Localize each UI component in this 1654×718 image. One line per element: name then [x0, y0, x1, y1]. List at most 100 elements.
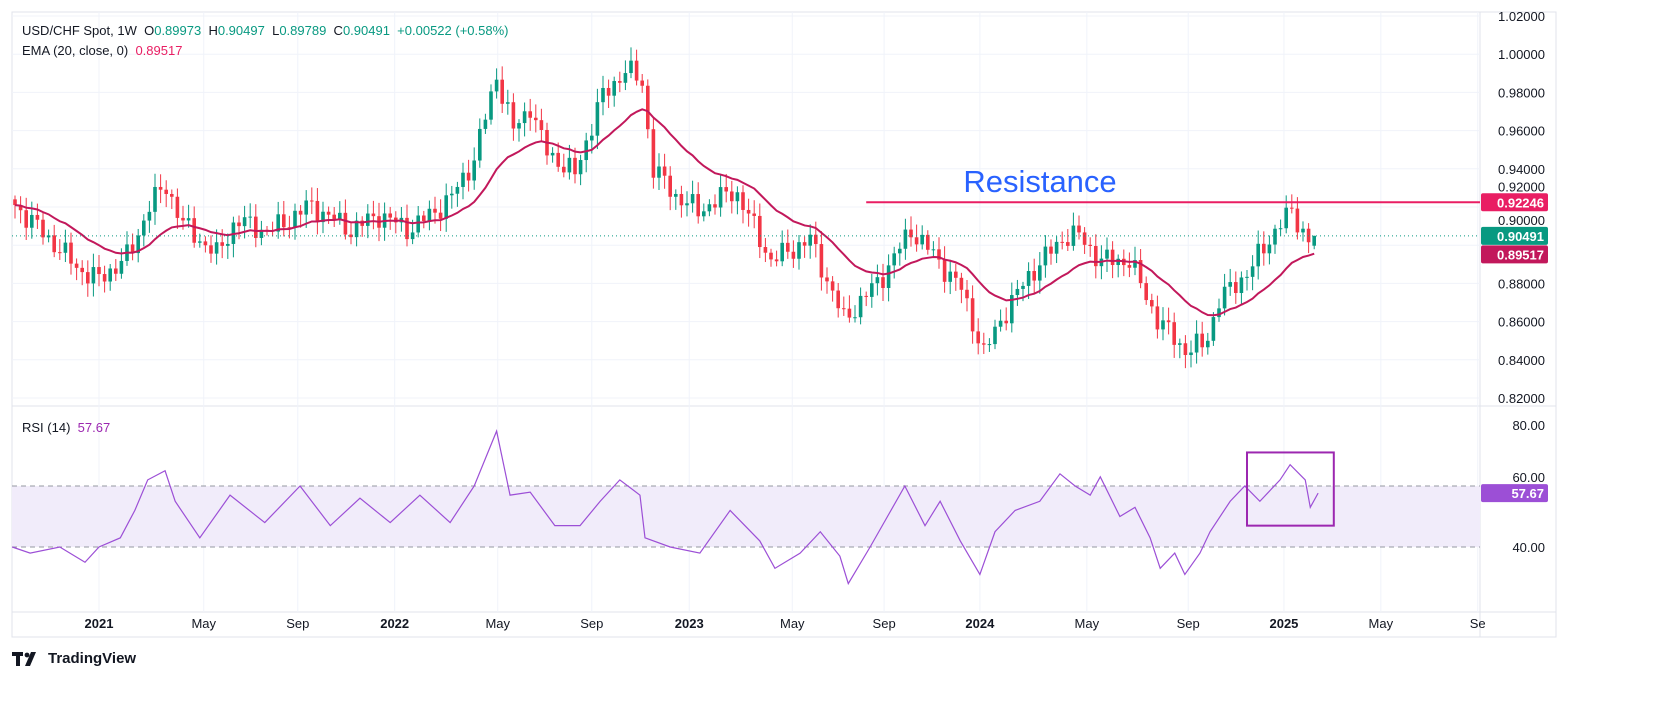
candle-body	[416, 215, 420, 233]
candle-body	[578, 160, 583, 175]
candle-body	[718, 187, 723, 208]
x-tick-label: 2023	[675, 616, 704, 631]
price-tag-label: 0.92246	[1497, 195, 1544, 210]
candle-body	[438, 212, 443, 219]
candle-body	[1183, 343, 1188, 356]
rsi-tick-label: 60.00	[1512, 470, 1545, 485]
price-tick-label: 0.88000	[1498, 276, 1545, 291]
close-value: 0.90491	[342, 23, 390, 38]
rsi-label: RSI (14)	[22, 420, 71, 435]
price-tick-label: 0.84000	[1498, 353, 1545, 368]
candle-body	[1234, 282, 1238, 294]
candle-body	[304, 200, 308, 215]
candle-body	[388, 213, 392, 218]
candles	[13, 47, 1316, 369]
x-tick-label: May	[780, 616, 805, 631]
candle-body	[875, 277, 880, 284]
candle-body	[898, 248, 902, 254]
rsi-band	[12, 486, 1480, 547]
price-tick-label: 0.94000	[1498, 162, 1545, 177]
candle-body	[198, 241, 202, 243]
price-tick-label: 0.96000	[1498, 124, 1545, 139]
candle-body	[52, 235, 56, 253]
candle-body	[1312, 235, 1316, 246]
candle-body	[763, 247, 768, 253]
candle-body	[746, 209, 751, 214]
open-label: O	[144, 23, 155, 38]
candle-body	[427, 208, 432, 222]
candle-body	[1082, 232, 1087, 245]
candle-body	[629, 60, 633, 74]
candle-body	[970, 298, 975, 332]
candle-body	[136, 235, 140, 254]
candle-body	[1088, 244, 1092, 246]
rsi-tick-label: 40.00	[1512, 540, 1545, 555]
candle-body	[590, 135, 594, 141]
candle-body	[780, 242, 784, 262]
candle-body	[349, 234, 353, 238]
candle-body	[338, 212, 342, 220]
candle-body	[46, 235, 51, 238]
candle-body	[662, 166, 667, 176]
candle-body	[1110, 249, 1115, 266]
candle-body	[147, 211, 152, 221]
candle-body	[522, 111, 527, 124]
candle-body	[24, 210, 28, 228]
candle-body	[371, 213, 376, 217]
rsi-legend: RSI (14) 57.67	[22, 420, 110, 435]
candle-body	[192, 218, 196, 243]
candle-body	[903, 229, 908, 249]
candle-body	[35, 214, 40, 220]
candle-body	[298, 210, 303, 215]
candle-body	[774, 259, 779, 262]
tradingview-logo[interactable]: TradingView	[12, 650, 136, 667]
candle-body	[1038, 265, 1042, 281]
candle-body	[326, 211, 331, 215]
candle-body	[562, 166, 566, 173]
candle-body	[175, 196, 180, 218]
candle-body	[354, 220, 359, 238]
candle-body	[830, 281, 835, 291]
x-tick-label: Sep	[873, 616, 896, 631]
price-tick-label: 0.92000	[1498, 179, 1545, 194]
candle-body	[998, 320, 1003, 327]
candle-body	[1295, 208, 1300, 233]
candle-body	[1206, 340, 1210, 348]
resistance-label: Resistance	[963, 164, 1116, 199]
candle-body	[769, 252, 773, 260]
candle-body	[1200, 333, 1204, 348]
candle-body	[444, 195, 448, 219]
candle-body	[91, 267, 96, 284]
candle-body	[511, 102, 516, 129]
candle-body	[864, 295, 868, 297]
tradingview-logo-icon	[12, 651, 36, 666]
candle-body	[797, 242, 801, 259]
candle-body	[1284, 207, 1288, 229]
price-tick-label: 1.02000	[1498, 9, 1545, 24]
candle-body	[1004, 320, 1008, 324]
candle-body	[1262, 243, 1266, 254]
candle-body	[237, 222, 241, 227]
candle-body	[881, 277, 885, 288]
candle-body	[842, 308, 846, 310]
candle-body	[1178, 343, 1182, 345]
candle-body	[259, 229, 264, 238]
candle-body	[1172, 322, 1176, 345]
x-tick-label: May	[191, 616, 216, 631]
candle-body	[1267, 244, 1272, 254]
candle-body	[853, 317, 857, 319]
candle-body	[786, 242, 790, 252]
candle-body	[466, 172, 471, 181]
candle-body	[954, 271, 958, 278]
candle-body	[254, 216, 258, 238]
candle-body	[1245, 276, 1249, 278]
price-tag-last	[1481, 226, 1548, 245]
candle-body	[483, 119, 488, 129]
candle-body	[1144, 283, 1148, 301]
candle-body	[847, 308, 852, 318]
ema-line	[14, 108, 1315, 317]
candle-body	[455, 186, 460, 194]
candle-body	[343, 212, 348, 235]
candle-body	[1166, 320, 1171, 323]
